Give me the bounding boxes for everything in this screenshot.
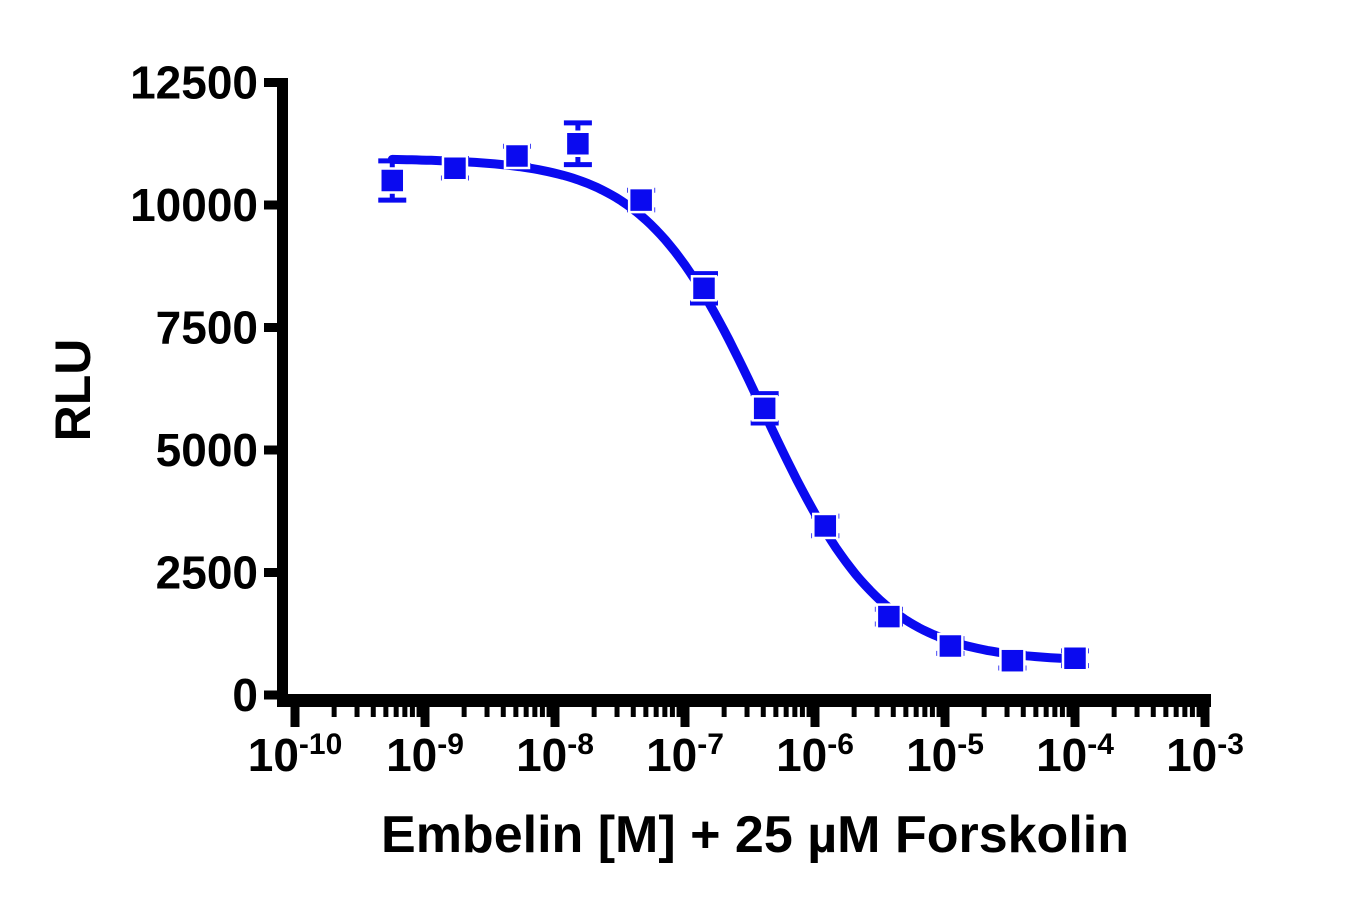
data-point-marker <box>503 142 531 170</box>
y-tick-label: 12500 <box>130 57 258 109</box>
y-tick-label: 0 <box>232 669 258 721</box>
fit-curve <box>387 154 1080 664</box>
x-tick-label: 10-10 <box>248 728 343 781</box>
data-point-marker <box>1061 645 1089 672</box>
x-tick-label: 10-5 <box>906 728 984 781</box>
data-point-marker <box>441 155 469 182</box>
y-tick-label: 2500 <box>156 547 258 599</box>
data-point-marker <box>627 186 655 214</box>
data-point-marker <box>751 395 778 422</box>
data-point-marker <box>937 632 964 660</box>
data-point-marker <box>379 167 406 194</box>
y-tick-label: 10000 <box>130 179 258 231</box>
x-tick-label: 10-7 <box>646 728 724 781</box>
data-point-marker <box>690 275 718 302</box>
data-point-marker <box>999 647 1026 674</box>
data-point-marker <box>564 130 592 157</box>
y-tick-label: 7500 <box>156 302 258 354</box>
x-axis-title: Embelin [M] + 25 µM Forskolin <box>381 806 1129 864</box>
x-tick-label: 10-8 <box>516 728 594 781</box>
x-tick-label: 10-6 <box>776 728 854 781</box>
x-tick-label: 10-3 <box>1166 728 1244 781</box>
y-tick-label: 5000 <box>156 424 258 476</box>
x-tick-label: 10-4 <box>1036 728 1114 781</box>
plot-area: 0 2500 5000 7500 10000 12500 10-10 10-9 10-8 10-7… <box>130 57 1244 782</box>
data-point-marker <box>812 512 839 540</box>
y-axis-title: RLU <box>45 339 101 442</box>
x-tick-label: 10-9 <box>386 728 464 781</box>
data-point-marker <box>875 603 903 630</box>
